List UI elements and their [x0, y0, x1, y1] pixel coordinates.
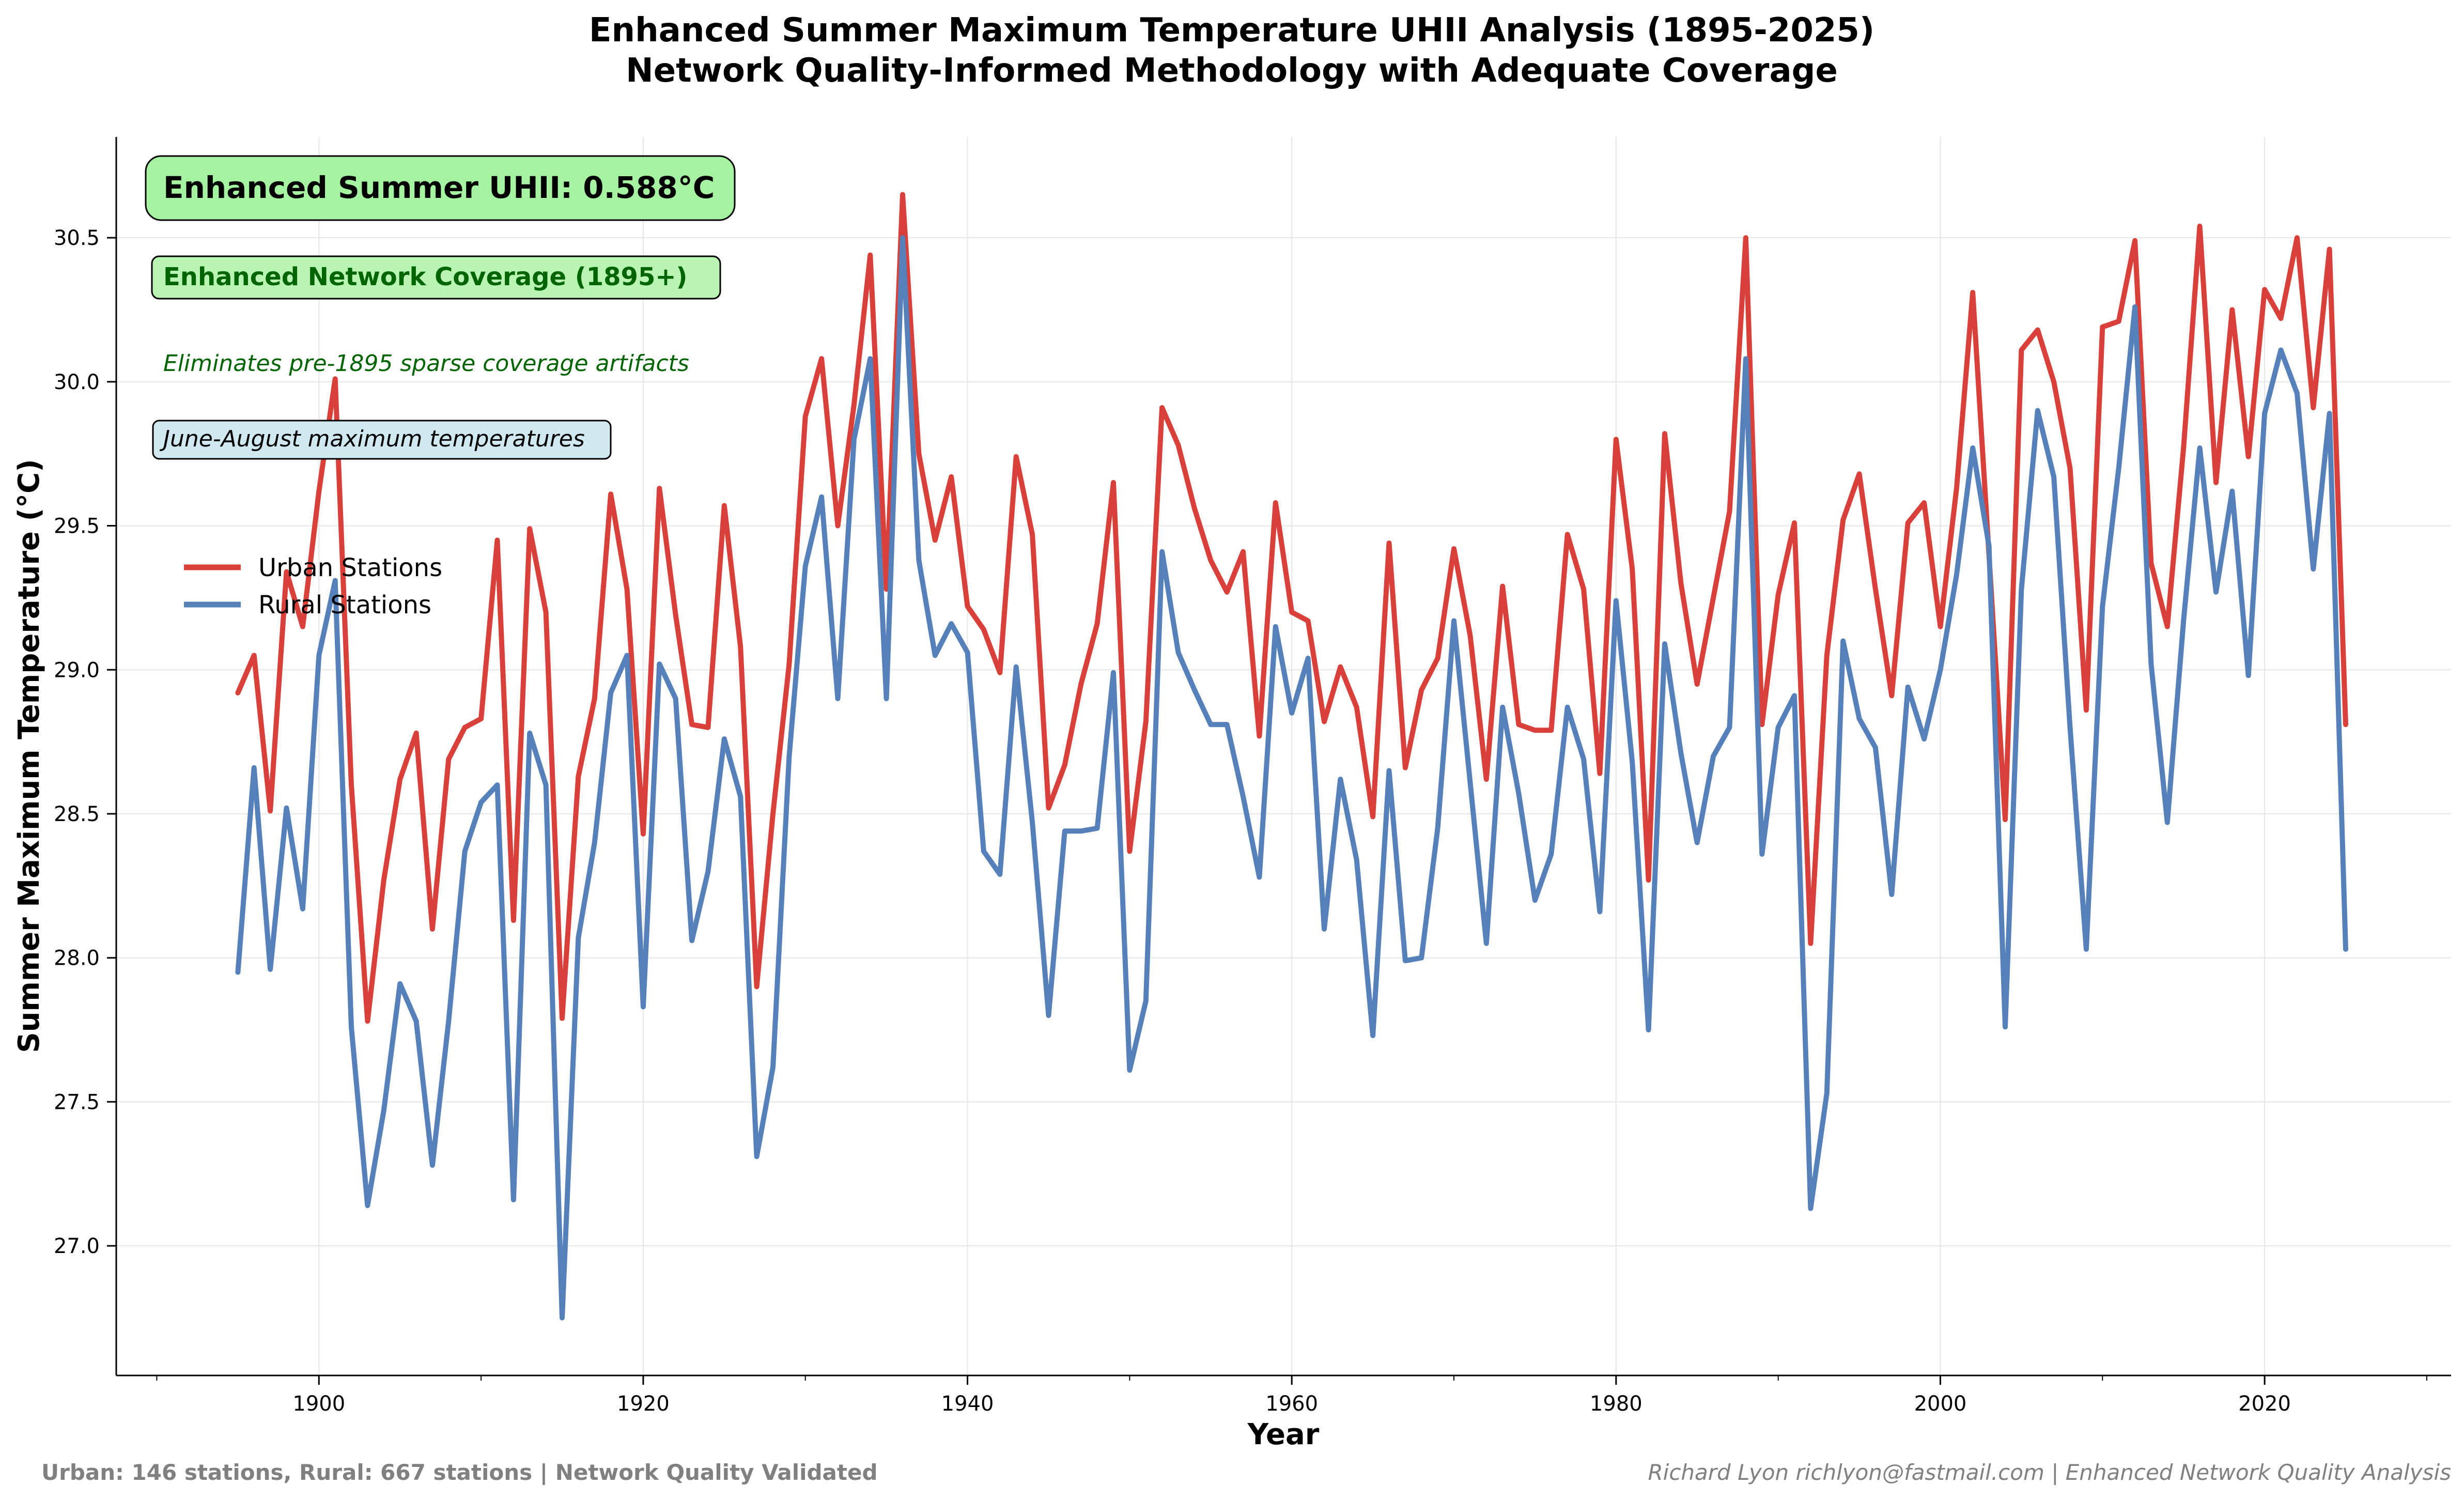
- season-annotation-box: [152, 420, 612, 460]
- grid: [116, 137, 2451, 1375]
- x-tick-label-2000: 2000: [1914, 1392, 1967, 1416]
- coverage-annotation-box: [151, 255, 721, 300]
- y-tick-label-7: 30.5: [54, 226, 100, 250]
- uhii-annotation-box: [145, 155, 736, 221]
- uhii-annotation-text: Enhanced Summer UHII: 0.588°C: [163, 170, 715, 205]
- chart-title-line2: Network Quality-Informed Methodology wit…: [626, 52, 1838, 90]
- legend: Urban Stations Rural Stations: [184, 553, 442, 620]
- rural-series-line: [235, 235, 2348, 1321]
- chart-title-line1: Enhanced Summer Maximum Temperature UHII…: [589, 11, 1874, 50]
- y-tick-label-2: 28.0: [54, 947, 100, 970]
- y-tick-label-1: 27.5: [54, 1090, 100, 1114]
- y-tick-label-5: 29.5: [54, 515, 100, 538]
- x-tick-label-1920: 1920: [617, 1392, 670, 1416]
- x-tick-label-1900: 1900: [292, 1392, 345, 1416]
- footer-author: Richard Lyon richlyon@fastmail.com | Enh…: [1648, 1460, 2451, 1485]
- y-tick-label-6: 30.0: [54, 370, 100, 394]
- x-tick-label-1940: 1940: [941, 1392, 994, 1416]
- x-axis-ticks: 1900 1920 1940 1960 1980 2000 2020: [156, 1375, 2427, 1416]
- y-tick-label-3: 28.5: [54, 802, 100, 826]
- x-tick-label-2020: 2020: [2238, 1392, 2291, 1416]
- legend-urban-label: Urban Stations: [258, 553, 442, 582]
- x-tick-label-1960: 1960: [1265, 1392, 1318, 1416]
- coverage-annotation-text: Enhanced Network Coverage (1895+): [163, 262, 688, 291]
- footer-station-counts: Urban: 146 stations, Rural: 667 stations…: [41, 1460, 878, 1485]
- y-tick-label-0: 27.0: [54, 1234, 100, 1258]
- x-axis-label: Year: [1247, 1418, 1320, 1451]
- y-tick-label-4: 29.0: [54, 658, 100, 682]
- season-annotation-text: June-August maximum temperatures: [159, 426, 585, 452]
- legend-rural-label: Rural Stations: [258, 591, 431, 620]
- series-layer: [235, 192, 2348, 1321]
- y-axis-ticks: 27.0 27.5 28.0 28.5 29.0 29.5 30.0 30.5: [54, 226, 116, 1258]
- x-tick-label-1980: 1980: [1590, 1392, 1642, 1416]
- y-axis-label: Summer Maximum Temperature (°C): [12, 459, 46, 1053]
- eliminates-annotation-text: Eliminates pre-1895 sparse coverage arti…: [163, 350, 689, 377]
